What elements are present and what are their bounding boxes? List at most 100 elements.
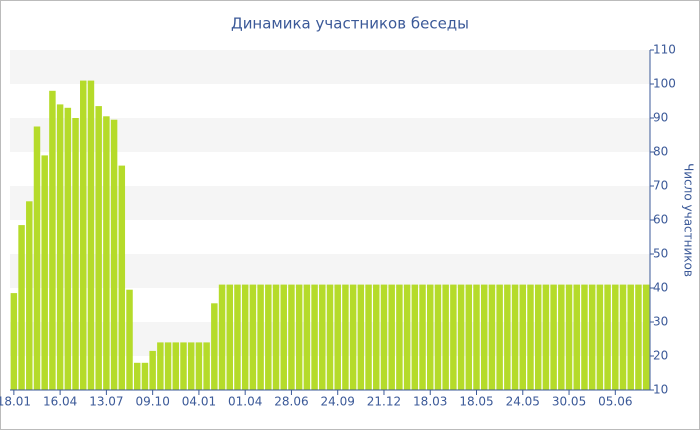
y-tick-label: 80	[653, 145, 668, 159]
x-tick-label: 30.05	[552, 395, 586, 409]
bar	[342, 284, 349, 390]
y-tick-label: 40	[653, 281, 668, 295]
bar	[357, 284, 365, 390]
y-tick-label: 70	[653, 179, 668, 193]
bar	[41, 155, 48, 390]
bar	[126, 289, 133, 390]
bar	[480, 284, 488, 390]
bar	[542, 284, 550, 390]
y-tick-label: 60	[653, 213, 668, 227]
bar	[218, 284, 226, 390]
x-tick-label: 21.12	[367, 395, 401, 409]
bar	[311, 284, 318, 390]
bar	[581, 284, 588, 390]
y-tick-label: 100	[653, 77, 676, 91]
x-tick-label: 09.10	[135, 395, 169, 409]
bar	[519, 284, 527, 390]
bar	[558, 284, 565, 390]
bar	[511, 284, 519, 390]
y-tick-label: 110	[653, 43, 676, 57]
grid-band	[10, 50, 650, 84]
bar	[141, 362, 149, 390]
bar	[619, 284, 627, 390]
bar	[496, 284, 503, 390]
bar	[434, 284, 442, 390]
bar	[280, 284, 287, 390]
bar	[241, 284, 249, 390]
bar	[334, 284, 341, 390]
bar	[303, 284, 311, 390]
bar	[457, 284, 465, 390]
bar	[442, 284, 449, 390]
x-tick-label: 18.01	[0, 395, 31, 409]
bar	[319, 284, 326, 390]
bar	[534, 284, 542, 390]
y-tick-label: 50	[653, 247, 668, 261]
x-tick-label: 18.05	[459, 395, 493, 409]
bar	[419, 284, 426, 390]
bar	[465, 284, 473, 390]
bar	[380, 284, 388, 390]
bar	[427, 284, 434, 390]
bar	[172, 342, 180, 390]
bar	[133, 362, 141, 390]
bar	[388, 284, 395, 390]
y-axis-label: Число участников	[682, 163, 696, 277]
bar	[588, 284, 596, 390]
bar	[504, 284, 511, 390]
y-tick-label: 10	[653, 383, 668, 397]
bar	[118, 165, 126, 390]
bar	[33, 126, 41, 390]
bar	[10, 293, 18, 390]
bar	[573, 284, 580, 390]
x-tick-label: 05.06	[598, 395, 632, 409]
bar	[56, 104, 64, 391]
bar	[642, 284, 650, 390]
y-tick-label: 90	[653, 111, 668, 125]
bar	[180, 342, 187, 390]
bar	[149, 350, 156, 390]
bar	[565, 284, 573, 390]
x-tick-label: 13.07	[89, 395, 123, 409]
bar	[411, 284, 419, 390]
bar	[87, 80, 95, 390]
bar	[157, 342, 164, 390]
bar	[403, 284, 411, 390]
bar	[527, 284, 534, 390]
bar	[450, 284, 457, 390]
y-tick-label: 30	[653, 315, 668, 329]
bar	[272, 284, 280, 390]
bar	[473, 284, 480, 390]
bar	[64, 107, 72, 391]
bar	[226, 284, 233, 390]
bar	[596, 284, 604, 390]
bar	[234, 284, 241, 390]
bar	[635, 284, 642, 390]
x-tick-label: 16.04	[43, 395, 77, 409]
bar	[627, 284, 634, 390]
bar	[365, 284, 372, 390]
bar	[488, 284, 496, 390]
bar	[187, 342, 195, 390]
bar	[110, 119, 118, 390]
bar	[72, 118, 79, 390]
bar	[95, 106, 102, 390]
x-tick-label: 24.05	[506, 395, 540, 409]
bar	[26, 201, 33, 390]
bar	[49, 90, 56, 391]
x-tick-label: 04.01	[182, 395, 216, 409]
bar	[249, 284, 257, 390]
x-tick-label: 24.09	[321, 395, 355, 409]
bar	[612, 284, 619, 390]
x-tick-label: 28.06	[274, 395, 308, 409]
bar	[550, 284, 557, 390]
bar	[195, 342, 203, 390]
bar	[326, 284, 334, 390]
bar	[80, 80, 87, 390]
bar	[103, 116, 110, 391]
bar	[257, 284, 264, 390]
bar	[349, 284, 357, 390]
bar	[211, 303, 218, 390]
bar	[18, 225, 25, 390]
bar	[203, 342, 210, 390]
